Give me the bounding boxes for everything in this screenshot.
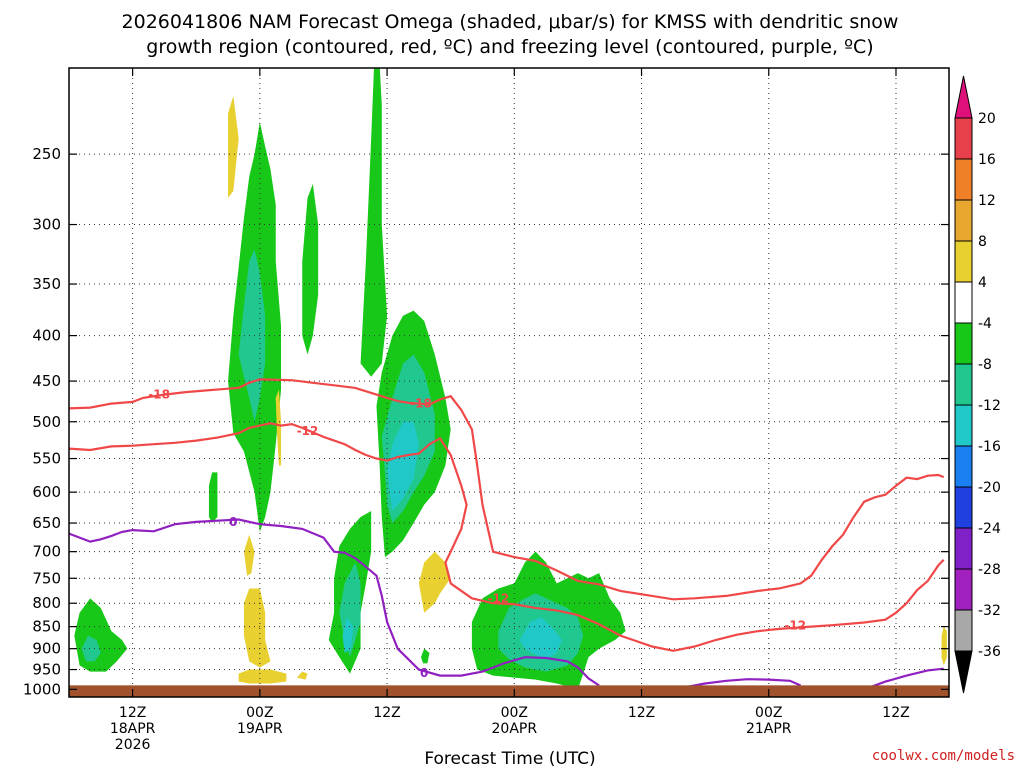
colorbar-swatch: [954, 322, 973, 365]
omega-shaded-region: [302, 183, 319, 355]
x-tick-label: 00Z: [501, 705, 528, 721]
y-tick-label: 650: [32, 514, 61, 532]
colorbar-label: -4: [978, 316, 992, 332]
contour-label: -12: [784, 619, 806, 633]
colorbar-swatch: [954, 281, 973, 324]
y-tick-label: 850: [32, 618, 61, 636]
colorbar-swatch: [954, 404, 973, 447]
colorbar-label: -24: [978, 521, 1001, 537]
x-tick-label: 20APR: [492, 721, 538, 737]
omega-shaded-region: [208, 472, 218, 524]
colorbar-label: -32: [978, 603, 1001, 619]
x-axis-title: Forecast Time (UTC): [424, 749, 595, 768]
plot-frame: [68, 67, 950, 698]
omega-shaded-region: [243, 534, 255, 576]
y-tick-label: 700: [32, 543, 61, 561]
x-tick-label: 2026: [115, 737, 151, 753]
plot-area: -18 -18 -12 -12 -12 0 0 250 300 350 400 450 500 550 60…: [23, 67, 950, 753]
omega-shaded-region: [81, 635, 101, 662]
omega-shaded-region: [519, 617, 563, 660]
y-tick-label: 400: [32, 327, 61, 345]
omega-shaded-region: [342, 617, 354, 653]
y-tick-label: 300: [32, 216, 61, 234]
colorbar-swatch: [954, 609, 973, 652]
contour-label: -18: [148, 388, 170, 402]
chart-title-line-2: growth region (contoured, red, ºC) and f…: [146, 36, 873, 58]
colorbar-swatch: [954, 363, 973, 406]
omega-shaded-region: [360, 68, 388, 377]
contour-line: [69, 518, 600, 687]
x-tick-label: 18APR: [110, 721, 156, 737]
y-tick-label: 600: [32, 483, 61, 501]
y-tick-label: 500: [32, 413, 61, 431]
omega-shaded-region: [421, 648, 430, 664]
colorbar-label: -20: [978, 480, 1001, 496]
y-tick-label: 800: [32, 594, 61, 612]
x-tick-label: 21APR: [746, 721, 792, 737]
colorbar-swatch: [954, 158, 973, 201]
omega-shaded-region: [418, 551, 451, 613]
x-tick-label: 19APR: [237, 721, 283, 737]
contour-line: [673, 678, 802, 691]
contour-label: -12: [488, 591, 510, 605]
colorbar-label: -16: [978, 439, 1001, 455]
x-tick-label: 12Z: [882, 705, 909, 721]
omega-shaded-region: [243, 588, 271, 668]
omega-shaded-region: [296, 671, 308, 680]
x-tick-label: 12Z: [373, 705, 400, 721]
contour-line: [69, 422, 945, 652]
omega-shaded-region: [387, 421, 419, 511]
y-tick-label: 350: [32, 275, 61, 293]
omega-shaded-region: [228, 95, 239, 198]
colorbar-swatch: [954, 568, 973, 611]
x-tick-label: 12Z: [628, 705, 655, 721]
y-tick-label: 450: [32, 372, 61, 390]
omega-shaded-region: [275, 389, 282, 466]
colorbar-swatch: [954, 445, 973, 488]
omega-shaded-region: [74, 598, 128, 672]
contour-label: 0: [420, 666, 428, 680]
colorbar-label: 16: [978, 152, 996, 168]
y-tick-label: 950: [32, 661, 61, 679]
omega-shaded-region: [238, 669, 287, 684]
colorbar-label: 20: [978, 111, 996, 127]
y-tick-label: 1000: [23, 680, 61, 698]
y-tick-label: 250: [32, 145, 61, 163]
colorbar-swatch: [954, 486, 973, 529]
site-credit[interactable]: coolwx.com/models: [872, 748, 1015, 764]
colorbar-label: 4: [978, 275, 987, 291]
colorbar-label: -28: [978, 562, 1001, 578]
plot-inner: -18 -18 -12 -12 -12 0 0: [69, 68, 949, 697]
colorbar-swatch: [954, 117, 973, 160]
colorbar-swatch: [954, 527, 973, 570]
colorbar-label: 8: [978, 234, 987, 250]
y-tick-label: 900: [32, 640, 61, 658]
colorbar-label: -12: [978, 398, 1001, 414]
colorbar-label: -8: [978, 357, 992, 373]
chart-title-line-1: 2026041806 NAM Forecast Omega (shaded, μ…: [122, 11, 899, 33]
colorbar-bottom-arrow: [954, 650, 973, 694]
y-tick-label: 550: [32, 450, 61, 468]
contour-label: -12: [297, 424, 319, 438]
contour-line: [69, 378, 945, 601]
contour-label: 0: [229, 515, 237, 529]
omega-shaded-region: [941, 626, 947, 666]
colorbar-label: -36: [978, 644, 1001, 660]
colorbar-swatch: [954, 199, 973, 242]
x-tick-label: 00Z: [246, 705, 273, 721]
x-tick-label: 12Z: [119, 705, 146, 721]
colorbar-top-arrow: [954, 75, 973, 119]
ground-surface: [69, 685, 949, 697]
contour-label: -18: [410, 397, 432, 411]
colorbar: 20 16 12 8 4 -4 -8 -12 -16 -20 -24 -28 -32 -36: [954, 75, 1001, 694]
y-tick-label: 750: [32, 569, 61, 587]
colorbar-swatch: [954, 240, 973, 283]
colorbar-label: 12: [978, 193, 996, 209]
x-tick-label: 00Z: [755, 705, 782, 721]
contour-line: [863, 667, 944, 691]
